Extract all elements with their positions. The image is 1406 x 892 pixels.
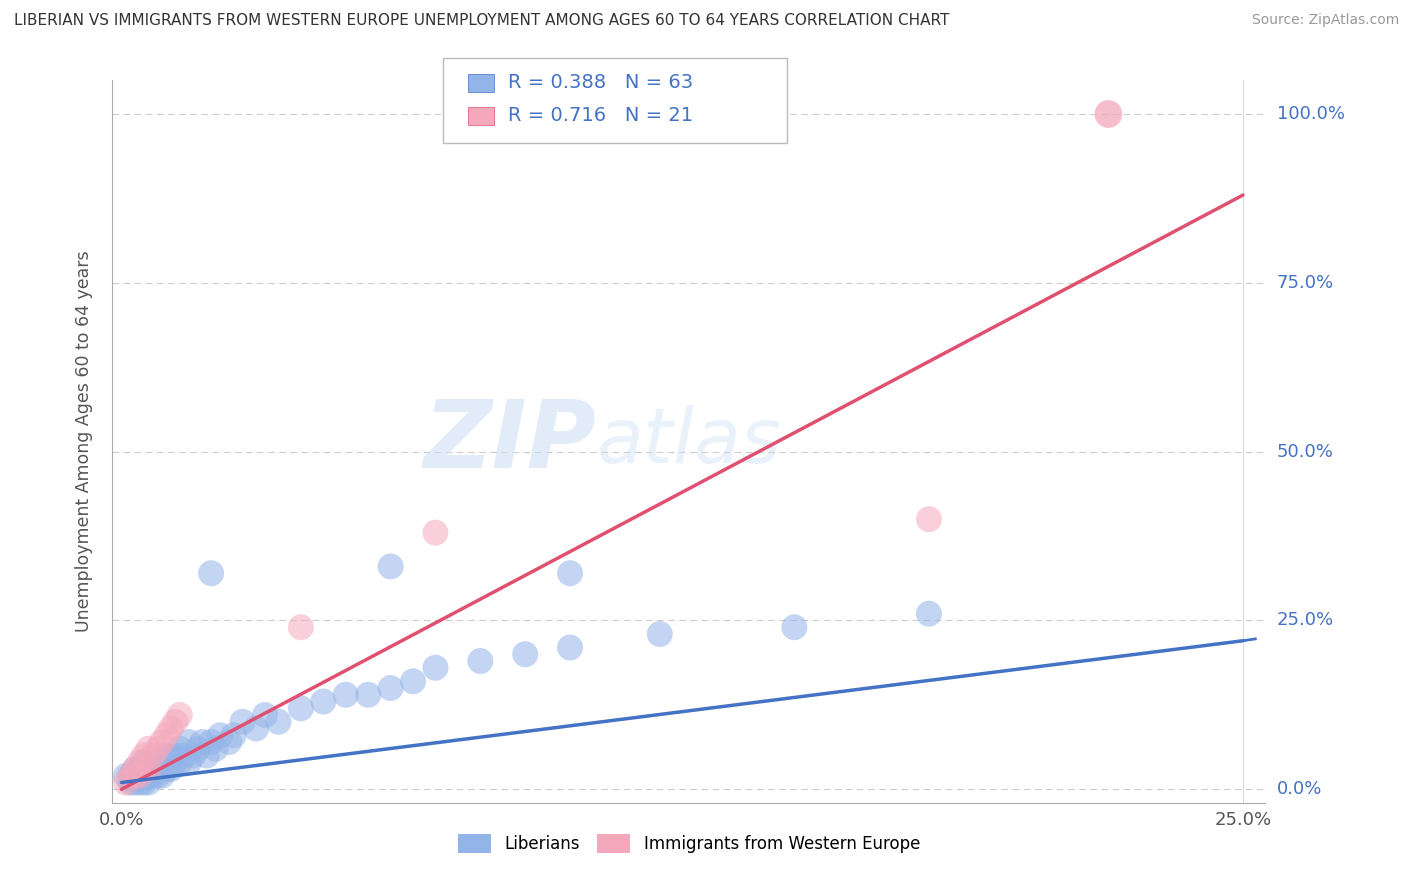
Point xyxy=(115,775,138,789)
Text: 25.0%: 25.0% xyxy=(1277,612,1334,630)
Point xyxy=(124,775,146,789)
Point xyxy=(470,654,492,668)
Point xyxy=(124,769,146,783)
Point xyxy=(138,762,160,776)
Point xyxy=(187,741,209,756)
Point xyxy=(558,566,581,581)
Point xyxy=(128,756,150,770)
Point xyxy=(128,769,150,783)
Text: Source: ZipAtlas.com: Source: ZipAtlas.com xyxy=(1251,13,1399,28)
Point xyxy=(191,735,214,749)
Point xyxy=(132,775,155,789)
Point xyxy=(120,775,142,789)
Point xyxy=(132,762,155,776)
Point xyxy=(165,748,187,763)
Point xyxy=(146,762,169,776)
Point xyxy=(558,640,581,655)
Point xyxy=(128,775,150,789)
Point xyxy=(142,756,165,770)
Text: 75.0%: 75.0% xyxy=(1277,274,1334,292)
Point xyxy=(159,722,181,736)
Point xyxy=(150,735,173,749)
Point xyxy=(132,748,155,763)
Point xyxy=(124,762,146,776)
Text: R = 0.388   N = 63: R = 0.388 N = 63 xyxy=(508,73,693,93)
Point xyxy=(115,769,138,783)
Point xyxy=(138,762,160,776)
Point xyxy=(335,688,357,702)
Point xyxy=(290,701,312,715)
Point xyxy=(142,762,165,776)
Point xyxy=(290,620,312,634)
Y-axis label: Unemployment Among Ages 60 to 64 years: Unemployment Among Ages 60 to 64 years xyxy=(75,251,93,632)
Point xyxy=(232,714,254,729)
Point xyxy=(120,769,142,783)
Point xyxy=(150,756,173,770)
Point xyxy=(173,748,195,763)
Point xyxy=(146,741,169,756)
Point xyxy=(177,756,200,770)
Point xyxy=(1097,107,1119,121)
Text: atlas: atlas xyxy=(596,405,782,478)
Point xyxy=(209,728,232,742)
Point xyxy=(425,661,447,675)
Text: ZIP: ZIP xyxy=(423,395,596,488)
Point xyxy=(402,674,425,689)
Point xyxy=(169,741,191,756)
Point xyxy=(200,735,222,749)
Point xyxy=(648,627,671,641)
Point xyxy=(357,688,380,702)
Point xyxy=(138,741,160,756)
Point xyxy=(159,748,181,763)
Text: 0.0%: 0.0% xyxy=(1277,780,1322,798)
Point xyxy=(155,728,177,742)
Point xyxy=(177,735,200,749)
Point xyxy=(380,559,402,574)
Point xyxy=(159,762,181,776)
Point xyxy=(245,722,267,736)
Point xyxy=(218,735,240,749)
Point xyxy=(132,756,155,770)
Point xyxy=(169,756,191,770)
Point xyxy=(165,756,187,770)
Point xyxy=(312,694,335,708)
Point xyxy=(138,775,160,789)
Point xyxy=(142,769,165,783)
Point xyxy=(124,769,146,783)
Text: 100.0%: 100.0% xyxy=(1277,105,1344,123)
Point xyxy=(169,708,191,723)
Point xyxy=(142,748,165,763)
Point xyxy=(138,769,160,783)
Point xyxy=(204,741,226,756)
Point xyxy=(195,748,218,763)
Text: LIBERIAN VS IMMIGRANTS FROM WESTERN EUROPE UNEMPLOYMENT AMONG AGES 60 TO 64 YEAR: LIBERIAN VS IMMIGRANTS FROM WESTERN EURO… xyxy=(14,13,949,29)
Point xyxy=(267,714,290,729)
Point xyxy=(128,762,150,776)
Point xyxy=(150,769,173,783)
Point xyxy=(146,769,169,783)
Point xyxy=(783,620,806,634)
Text: 50.0%: 50.0% xyxy=(1277,442,1333,460)
Point xyxy=(181,748,204,763)
Point xyxy=(253,708,276,723)
Legend: Liberians, Immigrants from Western Europe: Liberians, Immigrants from Western Europ… xyxy=(451,827,927,860)
Point xyxy=(200,566,222,581)
Point xyxy=(918,607,941,621)
Point xyxy=(165,714,187,729)
Point xyxy=(515,647,537,661)
Point xyxy=(132,769,155,783)
Point xyxy=(918,512,941,526)
Point xyxy=(222,728,245,742)
Point xyxy=(155,762,177,776)
Point xyxy=(120,769,142,783)
Point xyxy=(128,769,150,783)
Text: R = 0.716   N = 21: R = 0.716 N = 21 xyxy=(508,106,693,126)
Point xyxy=(124,762,146,776)
Point xyxy=(155,748,177,763)
Point xyxy=(132,762,155,776)
Point xyxy=(425,525,447,540)
Point xyxy=(380,681,402,695)
